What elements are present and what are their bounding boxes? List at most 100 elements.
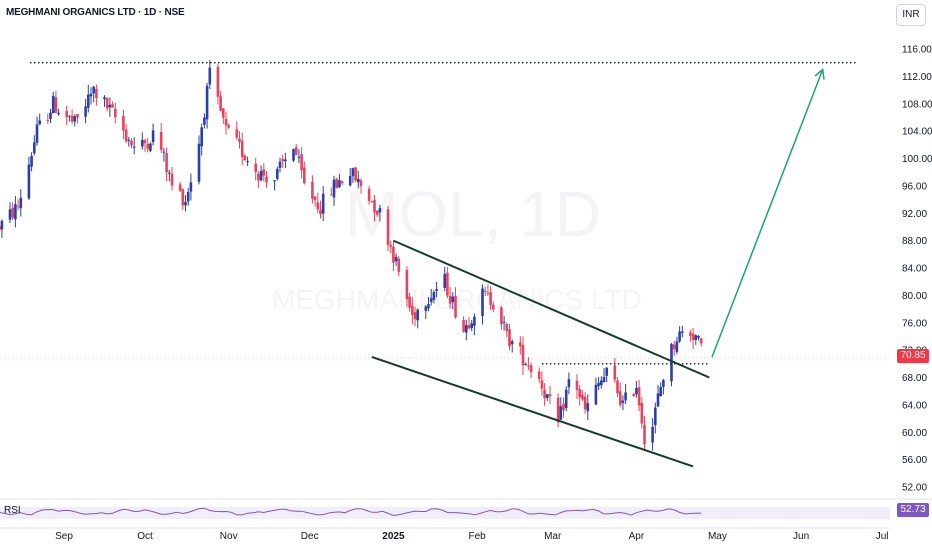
candle bbox=[330, 187, 333, 196]
candle bbox=[424, 305, 428, 319]
candle-body bbox=[564, 389, 568, 409]
candle-body bbox=[656, 393, 660, 407]
candle bbox=[335, 177, 338, 189]
candle bbox=[165, 147, 168, 182]
candle-body bbox=[216, 66, 220, 97]
candle bbox=[257, 171, 260, 188]
candle bbox=[600, 376, 603, 389]
candle-body bbox=[300, 154, 303, 171]
candle-body bbox=[49, 112, 52, 120]
y-tick-label: 56.00 bbox=[902, 455, 927, 466]
candle bbox=[575, 374, 579, 399]
candle bbox=[14, 195, 17, 228]
candle bbox=[30, 152, 33, 172]
x-tick-label: Mar bbox=[544, 531, 562, 542]
candle bbox=[357, 171, 360, 189]
candle bbox=[427, 296, 430, 312]
time-axis[interactable]: Sep Oct Nov Dec 2025 Feb Mar Apr May Jun Jul bbox=[0, 527, 890, 542]
candle-body bbox=[502, 321, 506, 323]
candle-body bbox=[435, 288, 438, 291]
candle bbox=[300, 147, 303, 179]
candle-body bbox=[521, 345, 525, 366]
candle-body bbox=[332, 179, 336, 198]
candle bbox=[132, 137, 136, 155]
candle-body bbox=[357, 178, 360, 183]
candle-body bbox=[556, 397, 560, 423]
candle bbox=[313, 196, 317, 207]
price-axis[interactable]: 116.00 112.00 108.00 104.00 100.00 96.00 92.00… bbox=[902, 45, 932, 494]
candle bbox=[151, 123, 155, 146]
candle bbox=[351, 167, 355, 183]
candle bbox=[149, 142, 152, 153]
candle-body bbox=[224, 118, 228, 126]
x-tick-label: May bbox=[708, 531, 727, 542]
y-tick-label: 80.00 bbox=[902, 291, 927, 302]
candle bbox=[367, 185, 371, 205]
candle bbox=[392, 241, 395, 272]
candle-body bbox=[108, 104, 112, 108]
candle-body bbox=[143, 140, 147, 144]
candle bbox=[111, 101, 114, 108]
candle bbox=[259, 165, 263, 182]
candle-body bbox=[672, 344, 676, 350]
candle bbox=[359, 178, 363, 194]
candle-body bbox=[330, 194, 333, 196]
candle bbox=[186, 187, 190, 206]
candle bbox=[489, 286, 492, 310]
candle-body bbox=[562, 403, 565, 411]
candle-body bbox=[297, 156, 301, 158]
watermark-symbol: MOL, 1D bbox=[345, 178, 601, 250]
candle bbox=[143, 138, 147, 152]
candle-body bbox=[340, 181, 344, 184]
candle bbox=[662, 378, 665, 395]
candle-body bbox=[370, 201, 374, 203]
candle bbox=[184, 195, 187, 212]
rsi-indicator-label[interactable]: RSI bbox=[4, 505, 21, 516]
candle-body bbox=[159, 131, 163, 150]
candle bbox=[33, 135, 36, 156]
candle-body bbox=[397, 258, 401, 272]
candle-body bbox=[254, 163, 257, 172]
candle bbox=[65, 105, 68, 126]
candle-body bbox=[489, 292, 492, 306]
candle-body bbox=[54, 97, 58, 113]
candle bbox=[170, 166, 174, 191]
currency-button[interactable]: INR bbox=[896, 4, 926, 26]
candle bbox=[284, 152, 287, 168]
candle bbox=[429, 288, 433, 306]
candle-body bbox=[643, 425, 646, 445]
candle bbox=[411, 297, 414, 325]
candle-body bbox=[105, 97, 109, 109]
candle-body bbox=[16, 206, 20, 208]
candle-body bbox=[537, 371, 541, 379]
candle bbox=[240, 132, 244, 165]
candle bbox=[73, 114, 77, 127]
candle-body bbox=[429, 298, 433, 302]
candle-body bbox=[316, 202, 320, 210]
candle-body bbox=[222, 108, 225, 118]
candle bbox=[205, 82, 209, 129]
candle-body bbox=[500, 307, 503, 325]
candle-body bbox=[416, 309, 419, 321]
candle-body bbox=[103, 97, 106, 100]
candle-body bbox=[186, 192, 190, 202]
candle bbox=[546, 394, 549, 401]
candle bbox=[178, 181, 182, 193]
candle bbox=[340, 180, 344, 186]
candle bbox=[670, 342, 673, 387]
candle bbox=[632, 393, 635, 398]
x-tick-label: Nov bbox=[220, 531, 238, 542]
candle-body bbox=[76, 113, 79, 118]
candle-body bbox=[578, 389, 581, 398]
candle-body bbox=[130, 140, 133, 146]
candle-body bbox=[413, 312, 417, 320]
candle bbox=[432, 290, 436, 304]
x-tick-label: Dec bbox=[301, 531, 319, 542]
candle bbox=[84, 98, 87, 124]
candle-body bbox=[586, 403, 590, 412]
candle bbox=[246, 156, 249, 167]
candle-body bbox=[151, 130, 155, 143]
candle-body bbox=[335, 178, 338, 188]
candle-body bbox=[84, 106, 87, 117]
